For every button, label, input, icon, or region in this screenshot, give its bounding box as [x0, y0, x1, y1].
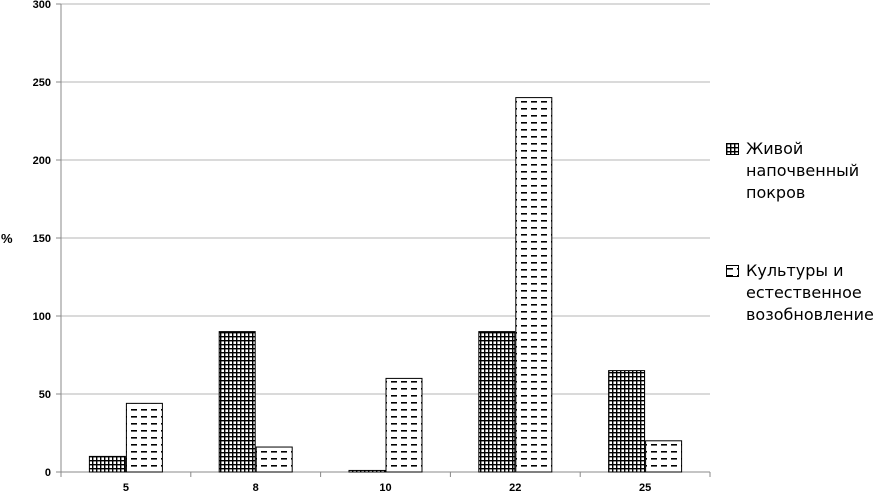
y-tick-label: 150: [33, 233, 51, 245]
bar-series-1-8: [218, 331, 256, 473]
y-tick-label: 50: [39, 389, 51, 401]
bars: [88, 97, 683, 473]
legend-swatch-grid: [726, 143, 739, 155]
bar-series-1-10: [348, 469, 386, 473]
bar-series-1-25: [608, 370, 646, 473]
y-tick-labels: 0 50 100 150 200 250 300: [33, 0, 51, 479]
x-tick-label: 25: [639, 482, 651, 494]
x-tick-label: 22: [509, 482, 521, 494]
y-tick-label: 250: [33, 77, 51, 89]
bar-series-1-22: [478, 331, 516, 473]
x-tick-label: 5: [123, 482, 129, 494]
legend-item-series-1: Живой напочвенный покров: [726, 138, 886, 204]
legend-swatch-dash: [726, 265, 739, 277]
x-tick-label: 8: [253, 482, 259, 494]
legend-label-series-2: Культуры и естественное возобновление: [746, 261, 874, 324]
y-tick-label: 200: [33, 155, 51, 167]
y-tick-label: 300: [33, 0, 51, 11]
bar-series-2-5: [125, 402, 163, 473]
bar-series-2-25: [645, 440, 683, 473]
gridlines: [56, 3, 710, 473]
legend: Живой напочвенный покров Культуры и есте…: [726, 138, 886, 382]
x-tick-labels: 5 8 10 22 25: [60, 472, 711, 494]
legend-item-series-2: Культуры и естественное возобновление: [726, 260, 886, 326]
y-tick-label: 100: [33, 311, 51, 323]
legend-label-series-1: Живой напочвенный покров: [746, 139, 860, 202]
y-tick-label: 0: [45, 467, 51, 479]
x-tick-label: 10: [379, 482, 391, 494]
bar-series-1-5: [88, 455, 126, 473]
y-axis-label: %: [1, 231, 13, 246]
bar-series-2-8: [255, 446, 293, 473]
bar-series-2-22: [515, 97, 553, 473]
bar-series-2-10: [385, 377, 423, 473]
